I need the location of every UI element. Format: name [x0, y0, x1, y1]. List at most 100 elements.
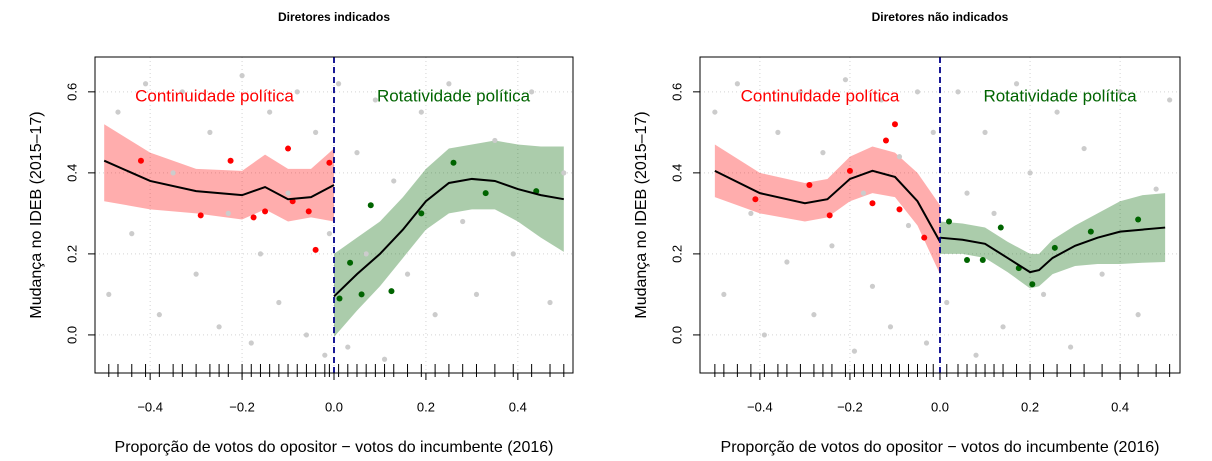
bin-mean-point [1135, 216, 1142, 223]
background-point [955, 89, 961, 95]
background-point [734, 81, 740, 87]
x-tick-label: 0.0 [931, 399, 949, 414]
background-point [923, 340, 930, 346]
background-point [207, 129, 213, 135]
background-point [944, 299, 950, 306]
bin-mean-point [358, 291, 365, 298]
y-axis-label: Mudança no IDEB (2015–17) [28, 111, 45, 318]
x-tick-label: 0.0 [325, 399, 343, 414]
background-point [257, 251, 264, 257]
y-tick-label: 0.0 [64, 326, 79, 344]
background-point [363, 251, 369, 257]
background-point [887, 324, 894, 330]
background-point [896, 154, 903, 160]
background-point [372, 97, 378, 103]
bin-mean-point [1029, 281, 1036, 288]
background-point [326, 231, 333, 237]
fit-line [333, 177, 564, 298]
background-point [225, 210, 231, 216]
annotation: Rotatividade política [377, 86, 531, 105]
background-point [829, 243, 835, 249]
background-point [381, 356, 388, 362]
x-tick-label: 0.2 [1021, 399, 1039, 414]
background-point [1013, 81, 1020, 87]
background-point [914, 89, 921, 95]
background-point [156, 312, 162, 318]
background-point [784, 259, 790, 265]
y-tick-label: 0.6 [669, 83, 684, 101]
background-point [106, 291, 112, 298]
background-point [276, 299, 282, 306]
background-point [775, 129, 781, 135]
bin-mean-point [964, 256, 971, 263]
chart-title: Diretores não indicados [872, 10, 1009, 24]
y-tick-label: 0.4 [669, 164, 684, 182]
x-tick-label: −0.2 [837, 399, 863, 414]
background-point [193, 271, 199, 277]
background-point [142, 81, 149, 87]
background-point [842, 77, 849, 83]
bin-mean-point [367, 202, 374, 209]
y-tick-label: 0.0 [669, 326, 684, 344]
background-point [267, 109, 273, 115]
background-point [860, 190, 867, 196]
bin-mean-point [806, 182, 813, 189]
x-axis-label: Proporção de votos do opositor − votos d… [115, 439, 554, 456]
background-point [345, 344, 351, 350]
bin-mean-point [1051, 244, 1058, 251]
bin-mean-point [336, 295, 343, 302]
bin-mean-point [388, 288, 395, 295]
x-axis-label: Proporção de votos do opositor − votos d… [721, 439, 1160, 456]
bin-mean-point [997, 224, 1004, 231]
background-point [1167, 97, 1173, 103]
bin-mean-point [882, 137, 889, 144]
background-point [905, 222, 912, 229]
annotation: Rotatividade política [983, 86, 1137, 105]
y-tick-label: 0.4 [64, 164, 79, 182]
background-point [1099, 271, 1105, 277]
background-point [973, 352, 979, 358]
chart-title: Diretores indicados [278, 10, 390, 24]
background-point [869, 283, 876, 289]
background-point [748, 210, 754, 216]
background-point [797, 89, 804, 95]
x-tick-label: −0.4 [137, 399, 163, 414]
bin-mean-point [979, 256, 986, 263]
background-point [1117, 89, 1123, 95]
confidence-band [104, 124, 334, 222]
bin-mean-point [946, 218, 953, 225]
bin-mean-point [826, 212, 833, 219]
bin-mean-point [896, 206, 903, 213]
panel: Diretores indicados Mudança no IDEB (2015… [28, 10, 574, 456]
background-point [432, 312, 438, 318]
background-point [820, 150, 826, 156]
plot-frame [94, 56, 574, 374]
confidence-band [334, 140, 564, 337]
bin-mean-point [262, 208, 269, 215]
fit-line [939, 226, 1166, 274]
bin-mean-point [312, 246, 319, 253]
background-point [811, 312, 817, 318]
y-tick-label: 0.2 [669, 245, 684, 263]
background-point [1135, 312, 1141, 318]
background-point [529, 89, 535, 95]
background-point [1067, 344, 1074, 350]
bin-mean-point [1087, 228, 1094, 235]
background-point [446, 81, 452, 87]
y-axis-label: Mudança no IDEB (2015–17) [633, 111, 650, 318]
bin-mean-point [921, 234, 928, 241]
background-point [1040, 291, 1047, 298]
bin-mean-point [326, 159, 333, 166]
background-point [561, 170, 567, 176]
plot-area [95, 57, 573, 373]
plot-area [700, 57, 1180, 373]
background-point [851, 348, 858, 354]
background-point [712, 109, 718, 115]
background-point [991, 210, 997, 216]
y-tick-label: 0.6 [64, 83, 79, 101]
background-point [761, 332, 767, 338]
background-point [1000, 324, 1006, 330]
x-tick-label: 0.4 [509, 399, 527, 414]
background-point [285, 190, 291, 196]
